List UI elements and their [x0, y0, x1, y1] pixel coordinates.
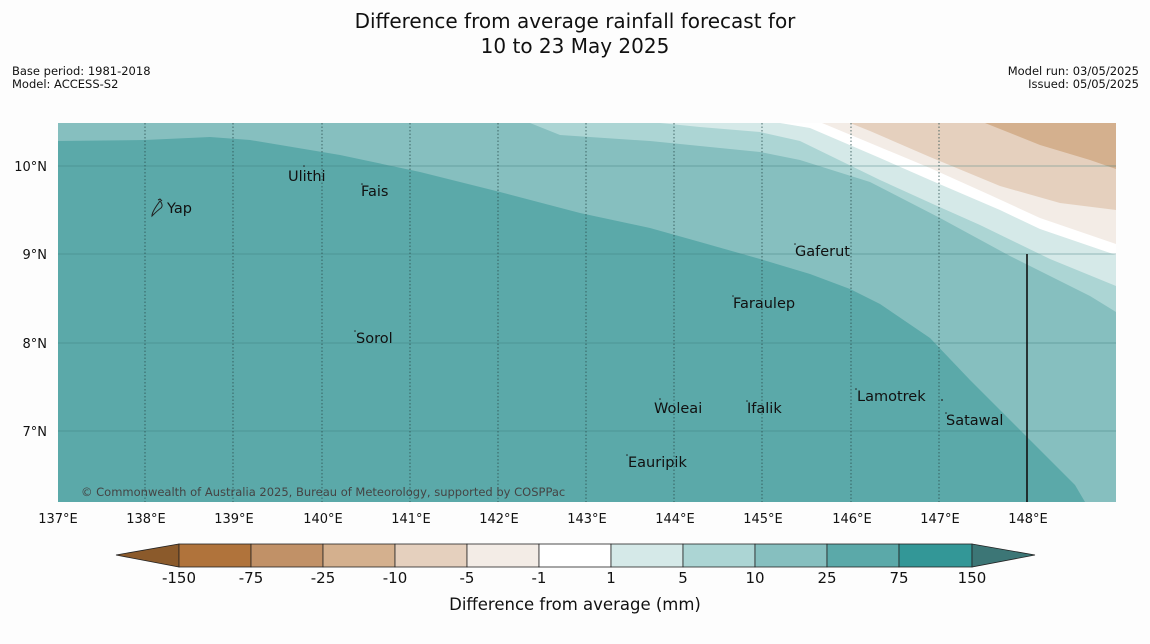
lon-label-138E: 138°E — [126, 512, 166, 527]
cb-tick-10: 25 — [817, 569, 836, 587]
colorbar-swatch-2 — [250, 543, 324, 568]
label-lamotrek: Lamotrek — [857, 389, 926, 405]
lon-label-146E: 146°E — [832, 512, 872, 527]
lat-label-8N: 8°N — [23, 337, 48, 352]
label-ifalik: Ifalik — [747, 401, 782, 417]
lon-label-137E: 137°E — [38, 512, 78, 527]
colorbar-swatch-6 — [538, 543, 612, 568]
colorbar-ticks: -150 -75 -25 -10 -5 -1 1 5 10 25 75 150 — [162, 569, 986, 587]
cb-tick-4: -10 — [383, 569, 408, 587]
rainfall-map — [58, 123, 1116, 502]
lat-label-7N: 7°N — [23, 425, 48, 440]
cb-tick-1: -150 — [162, 569, 196, 587]
label-ulithi: Ulithi — [288, 169, 326, 185]
lon-label-145E: 145°E — [743, 512, 783, 527]
lon-label-141E: 141°E — [391, 512, 431, 527]
colorbar-extend-high — [971, 543, 1036, 568]
lat-label-9N: 9°N — [23, 248, 48, 263]
colorbar-swatch-1 — [178, 543, 252, 568]
cb-tick-11: 75 — [889, 569, 908, 587]
label-gaferut: Gaferut — [795, 244, 850, 260]
copyright-notice: © Commonwealth of Australia 2025, Bureau… — [81, 485, 565, 499]
band-75-to-150 — [58, 137, 1085, 502]
colorbar — [115, 543, 1036, 568]
label-satawal: Satawal — [946, 413, 1003, 429]
cb-tick-3: -25 — [311, 569, 336, 587]
colorbar-swatch-4 — [394, 543, 468, 568]
label-eauripik: Eauripik — [628, 455, 687, 471]
label-woleai: Woleai — [654, 401, 702, 417]
base-period: Base period: 1981-2018 — [12, 64, 151, 78]
lon-label-148E: 148°E — [1008, 512, 1048, 527]
lon-label-142E: 142°E — [479, 512, 519, 527]
longitude-labels: 137°E 138°E 139°E 140°E 141°E 142°E 143°… — [38, 512, 1048, 527]
yap-island-icon — [151, 198, 163, 218]
lon-label-147E: 147°E — [920, 512, 960, 527]
latitude-labels: 10°N 9°N 8°N 7°N — [14, 160, 47, 440]
colorbar-extend-low — [115, 543, 180, 568]
model-name: Model: ACCESS-S2 — [12, 77, 119, 91]
graticule — [58, 123, 1116, 502]
colorbar-label: Difference from average (mm) — [449, 595, 701, 614]
cb-tick-12: 150 — [958, 569, 987, 587]
colorbar-swatch-5 — [466, 543, 540, 568]
lon-label-144E: 144°E — [655, 512, 695, 527]
label-yap: Yap — [166, 201, 192, 217]
label-faraulep: Faraulep — [733, 296, 795, 312]
colorbar-swatch-8 — [682, 543, 756, 568]
cb-tick-9: 10 — [745, 569, 764, 587]
meta-left: Base period: 1981-2018 Model: ACCESS-S2 — [12, 65, 151, 91]
lon-label-139E: 139°E — [214, 512, 254, 527]
colorbar-swatch-3 — [322, 543, 396, 568]
cb-tick-7: 1 — [606, 569, 616, 587]
label-fais: Fais — [361, 184, 388, 200]
model-run: Model run: 03/05/2025 — [1007, 64, 1139, 78]
lon-label-140E: 140°E — [303, 512, 343, 527]
cb-tick-8: 5 — [678, 569, 688, 587]
colorbar-swatch-9 — [754, 543, 828, 568]
colorbar-swatch-10 — [826, 543, 900, 568]
lat-label-10N: 10°N — [14, 160, 47, 175]
title-line-2: 10 to 23 May 2025 — [480, 34, 670, 58]
island-markers — [303, 165, 947, 456]
place-labels: Ulithi Fais Yap Gaferut Faraulep Sorol L… — [166, 169, 1003, 471]
cb-tick-2: -75 — [239, 569, 264, 587]
lon-label-143E: 143°E — [567, 512, 607, 527]
issued-date: Issued: 05/05/2025 — [1028, 77, 1139, 91]
colorbar-swatch-11 — [898, 543, 973, 568]
cb-tick-6: -1 — [532, 569, 547, 587]
cb-tick-5: -5 — [460, 569, 475, 587]
meta-right: Model run: 03/05/2025 Issued: 05/05/2025 — [1008, 65, 1139, 91]
title-line-1: Difference from average rainfall forecas… — [354, 9, 796, 33]
map-title: Difference from average rainfall forecas… — [0, 9, 1150, 59]
band-minus25-to-minus10 — [985, 123, 1116, 169]
colorbar-swatch-7 — [610, 543, 684, 568]
label-sorol: Sorol — [356, 331, 393, 347]
